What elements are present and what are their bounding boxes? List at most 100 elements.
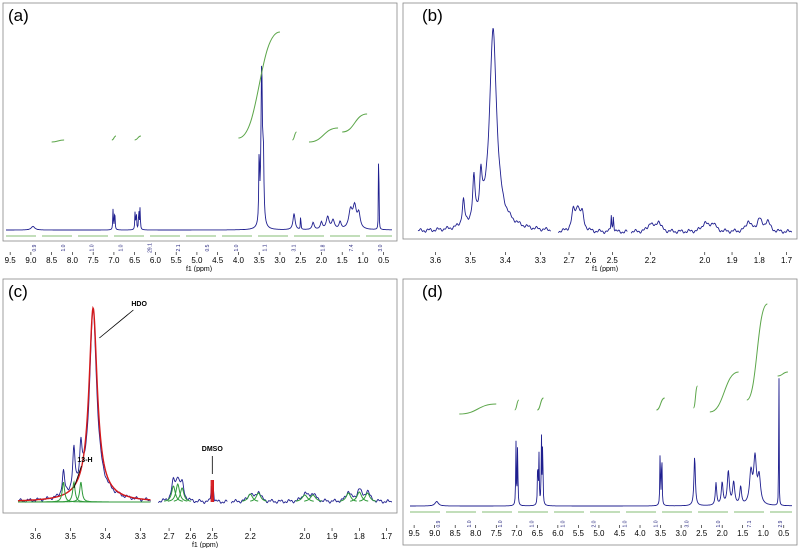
annotation-13h: 13-H — [77, 457, 92, 464]
x-tick-label: 0.5 — [378, 256, 390, 265]
x-tick-label: 4.5 — [212, 256, 224, 265]
x-tick-label: 1.8 — [354, 532, 366, 541]
x-tick-label: 8.5 — [450, 529, 462, 538]
x-tick-label: 3.6 — [30, 532, 42, 541]
x-tick-label: 9.0 — [25, 256, 37, 265]
x-tick-label: 3.3 — [135, 532, 147, 541]
x-tick-label: 4.0 — [634, 529, 646, 538]
integral-value-label: 2.9 — [778, 520, 784, 527]
integral-value-label: 1.0 — [234, 244, 240, 251]
integral-value-label: 1.1 — [263, 244, 269, 251]
x-tick-label: 2.0 — [717, 529, 729, 538]
x-tick-label: 5.5 — [171, 256, 183, 265]
x-tick-label: 2.0 — [699, 256, 711, 265]
integral-curve — [238, 31, 281, 139]
annotation-arrow — [73, 465, 82, 489]
component-fit-curve — [242, 493, 259, 502]
x-tick-label: 8.5 — [46, 256, 58, 265]
integral-value-label: 1.8 — [320, 244, 326, 251]
x-tick-label: 7.0 — [108, 256, 120, 265]
x-tick-label: 2.0 — [299, 532, 311, 541]
x-tick-label: 2.2 — [645, 256, 657, 265]
plot-frame — [402, 278, 798, 546]
x-tick-label: 6.5 — [129, 256, 141, 265]
x-tick-label: 3.4 — [500, 256, 512, 265]
x-tick-label: 9.5 — [409, 529, 421, 538]
panel-label-b: (b) — [422, 6, 443, 25]
x-tick-label: 9.5 — [5, 256, 17, 265]
panel-c: 3.6 3.5 3.4 3.3 2.7 2.6 2.5 2.2 2.0 1.9 1.8 1.7 f1 (… — [0, 276, 400, 548]
component-fit-curve — [359, 492, 377, 502]
x-tick-label: 3.5 — [65, 532, 77, 541]
x-axis-label: f1 (ppm) — [592, 266, 618, 272]
integral-curve — [111, 135, 117, 141]
panel-label-c: (c) — [8, 282, 28, 301]
integral-value-label: 1.0 — [61, 244, 67, 251]
spectrum-c-plot: 3.6 3.5 3.4 3.3 2.7 2.6 2.5 2.2 2.0 1.9 1.8 1.7 f1 (… — [2, 278, 398, 548]
component-fit-curve — [164, 485, 183, 502]
x-tick-label: 3.3 — [535, 256, 547, 265]
x-tick-label: 3.4 — [100, 532, 112, 541]
panel-b: 3.6 3.5 3.4 3.3 2.7 2.6 2.5 2.2 2.0 1.9 1.8 1.7 f1 (… — [400, 0, 800, 272]
spectrum-segment — [417, 28, 551, 233]
x-tick-label: 5.0 — [593, 529, 605, 538]
x-tick-label: 4.0 — [233, 256, 245, 265]
integral-curve — [514, 399, 520, 411]
x-tick-label: 6.5 — [532, 529, 544, 538]
integral-value-label: 1.0 — [529, 520, 535, 527]
annotation-hdo: HDO — [131, 301, 147, 308]
x-tick-label: 2.7 — [563, 256, 575, 265]
x-tick-label: 2.5 — [295, 256, 307, 265]
integral-value-label: 7.1 — [747, 520, 753, 527]
component-fit-curve — [304, 494, 322, 502]
integral-value-label: 0.5 — [205, 244, 211, 251]
x-tick-label: 0.5 — [778, 529, 790, 538]
plot-frame — [2, 278, 398, 514]
x-tick-label: 5.5 — [573, 529, 585, 538]
x-axis-label: f1 (ppm) — [186, 266, 212, 272]
integral-curve — [51, 139, 65, 143]
integral-curve — [537, 397, 544, 411]
component-fit-curve — [173, 487, 191, 502]
x-tick-label: 6.0 — [150, 256, 162, 265]
hdo-fit-curve — [18, 305, 151, 502]
x-tick-label: 3.6 — [430, 256, 442, 265]
spectrum-segment — [557, 205, 628, 235]
x-axis-label: f1 (ppm) — [192, 542, 218, 548]
spectrum-line — [410, 378, 792, 507]
integral-value-label: 1.0 — [716, 520, 722, 527]
integral-value-label: 29.1 — [147, 243, 153, 253]
x-tick-label: 2.5 — [696, 529, 708, 538]
x-tick-label: 8.0 — [470, 529, 482, 538]
integral-curve — [308, 127, 339, 143]
integral-curve — [656, 397, 665, 411]
component-fit-curve — [350, 491, 369, 502]
x-tick-label: 2.5 — [607, 256, 619, 265]
integral-value-label: 0.9 — [436, 520, 442, 527]
spectrum-segment — [17, 307, 151, 503]
x-tick-label: 7.0 — [511, 529, 523, 538]
spectrum-d-plot: 0.9 1.0 1.0 1.0 1.0 2.0 1.0 1.0 3.0 1.0 7.1 2.9 9.5 9… — [402, 278, 798, 546]
x-tick-label: 1.7 — [381, 532, 393, 541]
panel-a: 0.9 1.0 1.0 1.0 29.1 2.1 0.5 1.0 1.1 3.1 1.8 7.4 3.0… — [0, 0, 400, 272]
spectrum-segment — [630, 217, 793, 234]
panel-label-d: (d) — [422, 282, 443, 301]
integral-value-label: 3.0 — [685, 520, 691, 527]
x-tick-label: 3.5 — [465, 256, 477, 265]
x-tick-label: 6.0 — [552, 529, 564, 538]
spectrum-b-plot: 3.6 3.5 3.4 3.3 2.7 2.6 2.5 2.2 2.0 1.9 1.8 1.7 f1 (… — [402, 2, 798, 272]
panel-label-a: (a) — [8, 6, 29, 25]
component-fit-curve — [18, 481, 151, 503]
x-tick-label: 1.5 — [737, 529, 749, 538]
x-tick-label: 7.5 — [88, 256, 100, 265]
integral-value-label: 3.0 — [378, 244, 384, 251]
integral-curve — [342, 113, 368, 133]
spectrum-segment — [230, 488, 393, 504]
integral-curve — [746, 303, 768, 401]
x-tick-label: 4.5 — [614, 529, 626, 538]
integral-value-label: 1.0 — [119, 244, 125, 251]
integral-curve — [134, 135, 141, 141]
spectrum-line — [6, 65, 392, 231]
x-tick-label: 8.0 — [67, 256, 79, 265]
x-tick-label: 2.7 — [163, 532, 175, 541]
